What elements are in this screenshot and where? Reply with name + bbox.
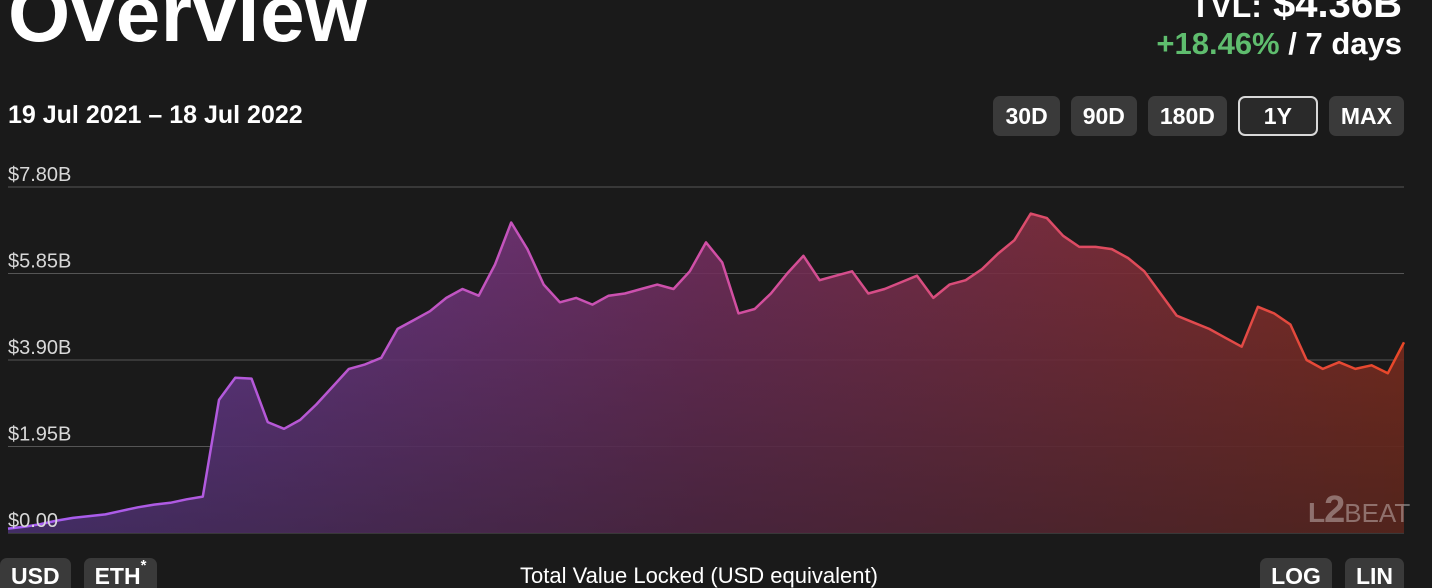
eth-button[interactable]: ETH* [83, 557, 158, 588]
tvl-chart: $0.00 $1.95B $3.90B $5.85B $7.80B [7, 164, 1406, 534]
currency-selector: USD ETH* [0, 557, 158, 588]
tvl-value: $4.36B [1273, 0, 1402, 26]
tvl-change: +18.46% / 7 days [1156, 28, 1402, 59]
logo-l: L [1308, 497, 1325, 528]
l2beat-logo: L2BEAT [1308, 489, 1410, 532]
tvl-change-percent: +18.46% [1156, 26, 1280, 61]
range-180d-button[interactable]: 180D [1147, 96, 1227, 136]
y-tick-label: $5.85B [8, 251, 71, 273]
tvl-label: TVL: [1190, 0, 1262, 24]
y-tick-label: $0.00 [8, 510, 58, 532]
range-1y-button[interactable]: 1Y [1237, 96, 1318, 136]
tvl-summary: TVL: $4.36B +18.46% / 7 days [1156, 0, 1402, 59]
tvl-change-period: / 7 days [1288, 26, 1402, 61]
scale-selector: LOG LIN [1260, 558, 1404, 588]
tvl-series-line [7, 212, 1406, 530]
date-range: 19 Jul 2021 – 18 Jul 2022 [8, 101, 303, 129]
eth-button-label: ETH [94, 563, 141, 588]
logo-two: 2 [1324, 489, 1345, 531]
range-selector: 30D 90D 180D 1Y MAX [993, 96, 1404, 136]
area-layer [7, 212, 1406, 533]
range-max-button[interactable]: MAX [1328, 96, 1404, 136]
log-scale-label: LOG [1271, 563, 1321, 588]
page-title: Overview [8, 0, 368, 58]
tvl-line: TVL: $4.36B [1156, 0, 1402, 24]
usd-button[interactable]: USD [0, 558, 71, 588]
log-scale-button[interactable]: LOG [1260, 558, 1332, 588]
y-tick-label: $3.90B [8, 337, 71, 359]
eth-asterisk: * [140, 557, 147, 574]
y-tick-label: $1.95B [8, 424, 71, 446]
range-30d-button[interactable]: 30D [993, 96, 1060, 136]
chart-caption: Total Value Locked (USD equivalent) [520, 563, 878, 588]
y-tick-labels: $0.00 $1.95B $3.90B $5.85B $7.80B [8, 164, 71, 532]
lin-scale-button[interactable]: LIN [1344, 558, 1404, 588]
tvl-area-shade [8, 213, 1404, 533]
lin-scale-label: LIN [1355, 563, 1393, 588]
usd-button-label: USD [11, 563, 60, 588]
logo-beat: BEAT [1344, 498, 1411, 528]
range-90d-button[interactable]: 90D [1070, 96, 1137, 136]
y-tick-label: $7.80B [8, 164, 71, 186]
